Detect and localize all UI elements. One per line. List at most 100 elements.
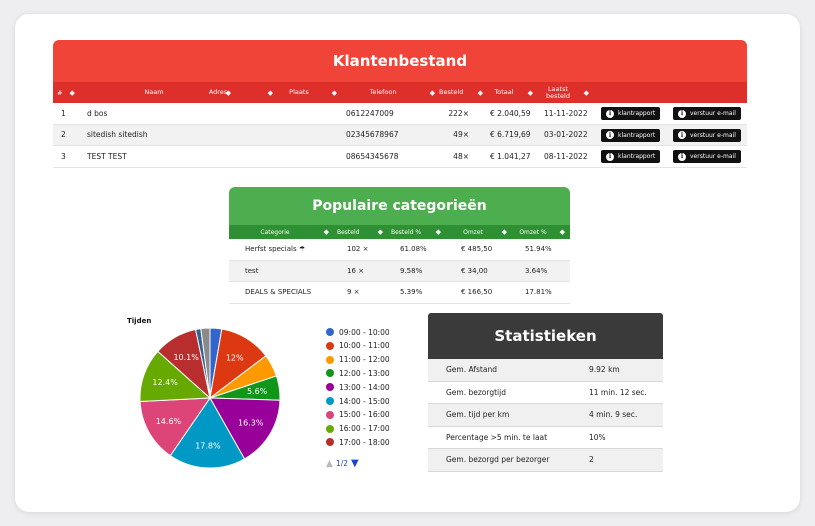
info-icon: i [678, 152, 686, 161]
column-label: Laatst besteld [546, 84, 570, 100]
sort-icon: ◆ [559, 228, 565, 236]
stat-row: Gem. bezorgtijd 11 min. 12 sec. [428, 382, 663, 404]
column-header-categorie[interactable]: Categorie ◆ [235, 225, 329, 239]
row-nr: 3 [61, 151, 66, 161]
row-besteld: 48× [453, 151, 469, 161]
legend-item[interactable]: 14:00 - 15:00 [326, 395, 390, 407]
row-naam: TEST TEST [87, 151, 127, 161]
sort-icon: ◆ [477, 88, 483, 97]
legend-item[interactable]: 15:00 - 16:00 [326, 409, 390, 421]
stat-value: 4 min. 9 sec. [589, 410, 638, 420]
pie-slice-label: 17.8% [195, 442, 221, 451]
klantenbestand-table: Klantenbestand # ◆ Naam ◆ Adres ◆ Plaats… [53, 40, 747, 168]
table-row: Herfst specials ☂ 102 × 61.08% € 485,50 … [229, 239, 570, 261]
column-label: Plaats [289, 88, 309, 96]
sort-icon: ◆ [331, 88, 337, 97]
column-label: Besteld [439, 88, 464, 96]
pie-slice-label: 10.1% [173, 353, 199, 362]
klantenbestand-title: Klantenbestand [53, 40, 747, 82]
legend-item[interactable]: 09:00 - 10:00 [326, 326, 390, 338]
row-categorie: test [245, 266, 259, 275]
column-header-telefoon[interactable]: Telefoon ◆ [345, 82, 435, 103]
verstuur-email-button[interactable]: i verstuur e-mail [673, 107, 741, 120]
info-icon: i [606, 152, 614, 161]
legend-label: 16:00 - 17:00 [339, 424, 390, 434]
row-omzet: € 485,50 [461, 245, 493, 254]
klantrapport-button[interactable]: i klantrapport [601, 150, 661, 163]
pie-slice-label: 14.6% [156, 417, 182, 426]
legend-item[interactable]: 10:00 - 11:00 [326, 340, 390, 352]
column-header-nr[interactable]: # ◆ [57, 82, 79, 103]
row-omzet: € 34,00 [461, 266, 488, 275]
row-omzet-pct: 17.81% [525, 288, 552, 297]
row-laatst-besteld: 03-01-2022 [544, 130, 588, 140]
column-header-plaats[interactable]: Plaats ◆ [279, 82, 337, 103]
sort-icon: ◆ [267, 88, 273, 97]
legend-item[interactable]: 16:00 - 17:00 [326, 423, 390, 435]
row-besteld: 49× [453, 130, 469, 140]
pie-slice[interactable] [140, 397, 211, 457]
verstuur-email-button[interactable]: i verstuur e-mail [673, 128, 741, 142]
klantrapport-button[interactable]: i klantrapport [601, 107, 661, 120]
row-laatst-besteld: 11-11-2022 [544, 108, 588, 118]
legend-item[interactable]: 11:00 - 12:00 [326, 354, 390, 366]
statistieken-panel: Statistieken Gem. Afstand 9.92 km Gem. b… [428, 313, 663, 472]
legend-dot-icon [326, 328, 334, 336]
stat-label: Gem. bezorgtijd [446, 387, 506, 397]
sort-icon: ◆ [225, 88, 231, 97]
pager-label: 1/2 [335, 459, 348, 468]
column-header-laatst-besteld[interactable]: Laatst besteld ◆ [543, 82, 589, 103]
column-header-besteld[interactable]: Besteld ◆ [337, 225, 383, 239]
column-header-besteld[interactable]: Besteld ◆ [439, 82, 483, 103]
legend-dot-icon [326, 383, 334, 392]
stat-row: Gem. tijd per km 4 min. 9 sec. [428, 404, 663, 427]
button-label: verstuur e-mail [690, 110, 736, 117]
tijden-pie-chart: 12% 5.6% 16.3% 17.8% 14.6% 12.4% 10.1% [140, 327, 281, 469]
row-omzet-pct: 51.94% [525, 245, 552, 254]
stat-value: 11 min. 12 sec. [589, 387, 647, 397]
column-label: Totaal [494, 88, 514, 96]
info-icon: i [606, 109, 614, 118]
pie-slice[interactable] [209, 397, 281, 460]
column-header-besteld-pct[interactable]: Besteld % ◆ [391, 225, 441, 239]
pie-slice[interactable] [200, 327, 211, 399]
column-label: # [57, 88, 63, 97]
legend-item[interactable]: 12:00 - 13:00 [326, 367, 390, 379]
column-label: Telefoon [369, 88, 397, 96]
column-header-totaal[interactable]: Totaal ◆ [489, 82, 533, 103]
row-omzet: € 166,50 [461, 288, 493, 297]
row-besteld: 102 × [347, 245, 369, 254]
legend-label: 15:00 - 16:00 [339, 410, 390, 420]
pie-slice[interactable] [169, 397, 246, 469]
column-header-naam[interactable]: Naam ◆ [109, 82, 231, 103]
row-totaal: € 6.719,69 [490, 130, 531, 140]
column-label: Besteld % [391, 228, 422, 236]
stat-label: Gem. Afstand [446, 365, 497, 375]
column-label: Naam [144, 88, 164, 96]
stat-label: Percentage >5 min. te laat [446, 432, 548, 442]
row-categorie: DEALS & SPECIALS [245, 288, 312, 297]
pager-next-icon[interactable]: ▼ [351, 458, 359, 469]
stat-label: Gem. bezorgd per bezorger [446, 455, 550, 465]
column-header-omzet-pct[interactable]: Omzet % ◆ [513, 225, 565, 239]
row-totaal: € 1.041,27 [490, 151, 531, 161]
populaire-categorieen-table: Populaire categorieën Categorie ◆ Bestel… [229, 187, 570, 304]
row-besteld-pct: 5.39% [400, 288, 423, 297]
legend-item[interactable]: 17:00 - 18:00 [326, 436, 390, 448]
pager-prev-icon[interactable]: ▲ [326, 458, 333, 469]
verstuur-email-button[interactable]: i verstuur e-mail [673, 150, 741, 163]
row-nr: 2 [61, 130, 66, 140]
legend-label: 17:00 - 18:00 [339, 437, 390, 447]
row-categorie: Herfst specials ☂ [245, 245, 306, 254]
legend-label: 14:00 - 15:00 [339, 396, 390, 406]
column-header-omzet[interactable]: Omzet ◆ [453, 225, 507, 239]
sort-icon: ◆ [429, 88, 435, 97]
sort-icon: ◆ [583, 88, 589, 97]
legend-item[interactable]: 13:00 - 14:00 [326, 381, 390, 393]
row-besteld: 222× [448, 108, 469, 118]
button-label: verstuur e-mail [690, 153, 736, 160]
column-header-adres[interactable]: Adres ◆ [183, 82, 273, 103]
legend-pager: ▲ 1/2 ▼ [326, 458, 359, 469]
column-label: Besteld [337, 228, 360, 236]
klantrapport-button[interactable]: i klantrapport [601, 128, 661, 142]
